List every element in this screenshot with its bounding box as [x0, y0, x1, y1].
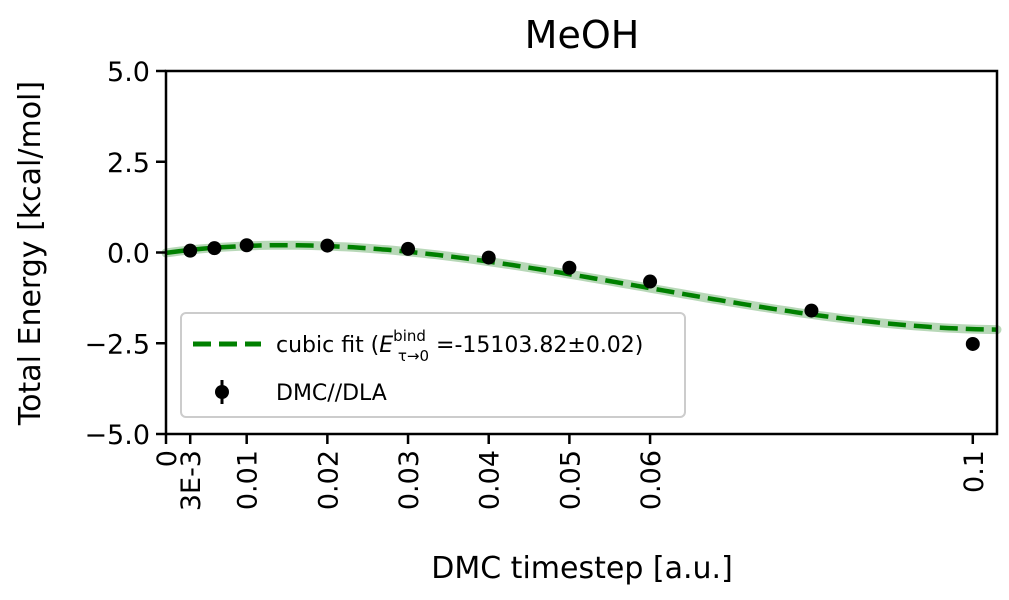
y-axis: 5.0 2.5 0.0 −2.5 −5.0: [84, 57, 166, 451]
y-tick-label: 5.0: [107, 57, 150, 88]
y-tick-label: 2.5: [107, 148, 150, 179]
x-tick-label: 0.01: [233, 450, 264, 510]
x-tick-label: 0.1: [959, 450, 990, 493]
y-tick-label: −5.0: [84, 420, 150, 451]
cubic-fit-line: [165, 242, 998, 332]
x-tick-label: 0.02: [313, 450, 344, 510]
legend: cubic fit (Ebind τ→0 =-15103.82±0.02) DMC…: [180, 312, 686, 418]
plot-area: [161, 238, 1002, 351]
x-tick-label: 0.03: [394, 450, 425, 510]
dmc-point: [320, 238, 335, 253]
dmc-point: [183, 243, 198, 258]
y-tick-label: 0.0: [107, 239, 150, 270]
legend-dmc-marker: [215, 385, 229, 399]
y-axis-label: Total Energy [kcal/mol]: [13, 81, 48, 426]
x-axis: 03E-3 0.01 0.02 0.03 0.04 0.05 0.06 0.1: [152, 434, 990, 511]
legend-dmc-label: DMC//DLA: [276, 381, 387, 406]
x-axis-label: DMC timestep [a.u.]: [431, 551, 733, 586]
x-tick-label: 0: [152, 450, 183, 467]
dmc-point: [643, 274, 658, 289]
legend-fit-label: cubic fit (Ebind τ→0 =-15103.82±0.02): [276, 327, 643, 365]
x-tick-label: 3E-3: [176, 450, 207, 511]
dmc-point: [562, 260, 577, 275]
dmc-point: [207, 241, 222, 256]
x-tick-label: 0.05: [555, 450, 586, 510]
dmc-point: [401, 241, 416, 256]
dmc-point: [481, 250, 496, 265]
chart-title: MeOH: [525, 13, 640, 57]
x-tick-label: 0.06: [636, 450, 667, 510]
y-tick-label: −2.5: [84, 329, 150, 360]
dmc-point: [804, 303, 819, 318]
dmc-point: [239, 238, 254, 253]
legend-box: [180, 312, 686, 418]
x-tick-label: 0.04: [475, 450, 506, 510]
dmc-point: [965, 336, 980, 351]
